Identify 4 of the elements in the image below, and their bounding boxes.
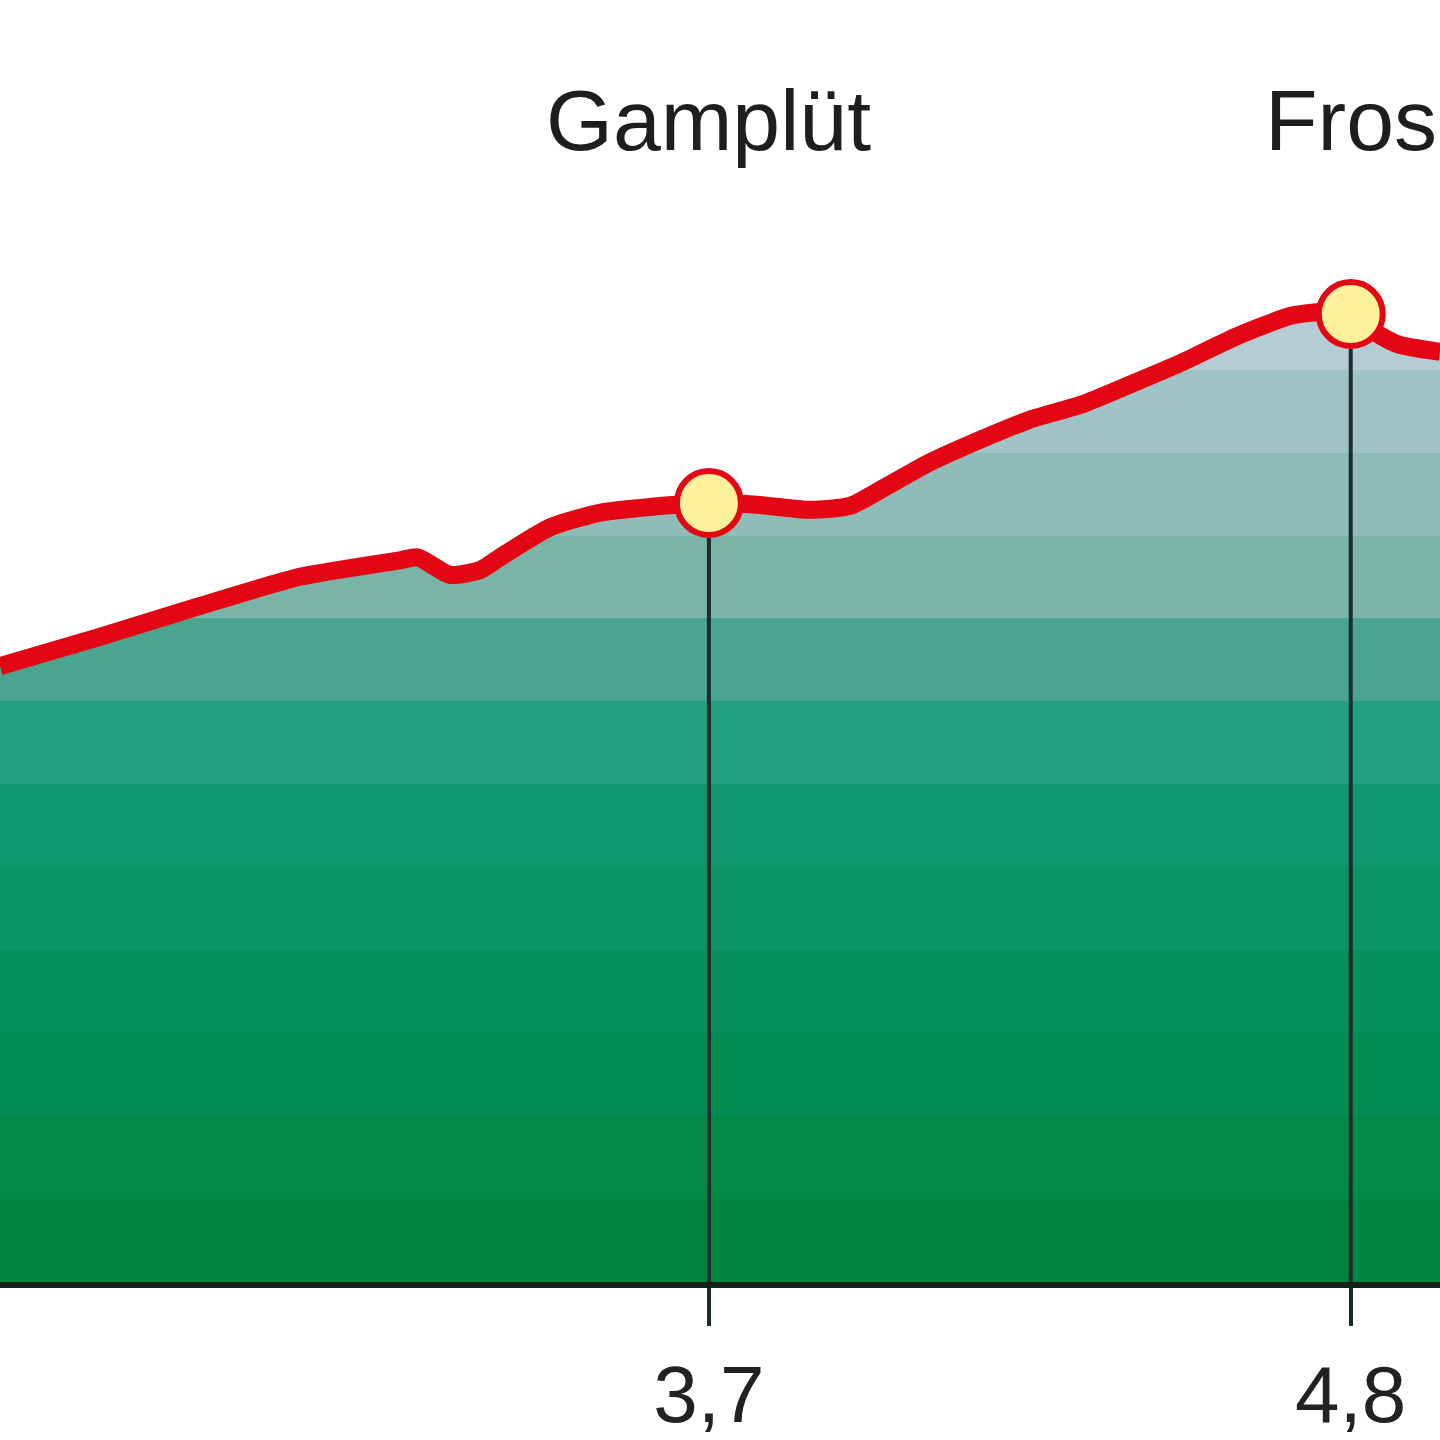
text: Fros [1265, 72, 1437, 168]
x-tick-label: 4,8 [1295, 1350, 1407, 1439]
text: Gamplüt [546, 72, 872, 168]
x-tick-label: 3,7 [653, 1350, 765, 1439]
